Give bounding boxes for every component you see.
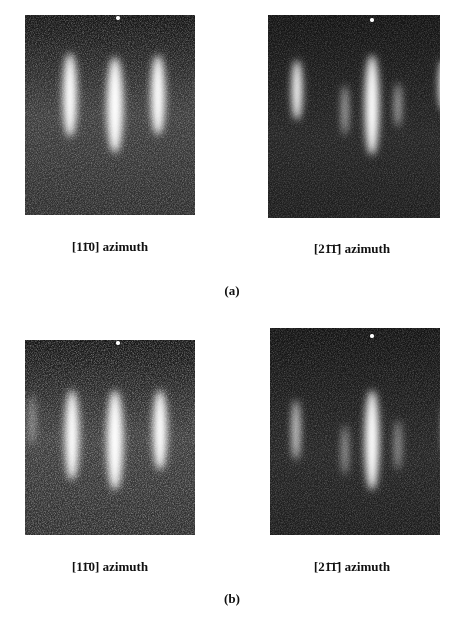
image-caption: [21̄1̄] azimuth <box>314 559 391 574</box>
page: {"panels": [ {"label": "(a)", "images": … <box>0 0 462 637</box>
rheed-image <box>25 15 205 215</box>
rheed-image <box>25 340 206 535</box>
rheed-image <box>268 15 449 218</box>
image-caption: [21̄1̄] azimuth <box>314 241 391 256</box>
panel-label: (a) <box>224 283 239 298</box>
rheed-image <box>270 328 451 535</box>
image-caption: [11̄0] azimuth <box>72 559 149 574</box>
figure: [11̄0] azimuth [21̄1̄] azimuth (a) [11̄0… <box>0 0 462 637</box>
panel-label: (b) <box>224 591 240 606</box>
image-caption: [11̄0] azimuth <box>72 239 149 254</box>
